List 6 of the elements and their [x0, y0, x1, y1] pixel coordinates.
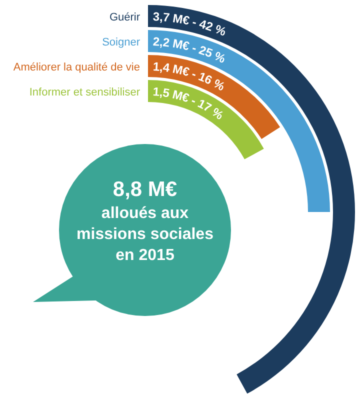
category-label: Soigner: [102, 36, 140, 48]
category-label: Améliorer la qualité de vie: [13, 62, 140, 74]
text: 8,8 M€: [112, 178, 178, 201]
text: alloués aux missions sociales en 2015: [76, 205, 214, 264]
category-label: Informer et sensibiliser: [29, 86, 140, 98]
category-label: Guérir: [109, 12, 140, 24]
